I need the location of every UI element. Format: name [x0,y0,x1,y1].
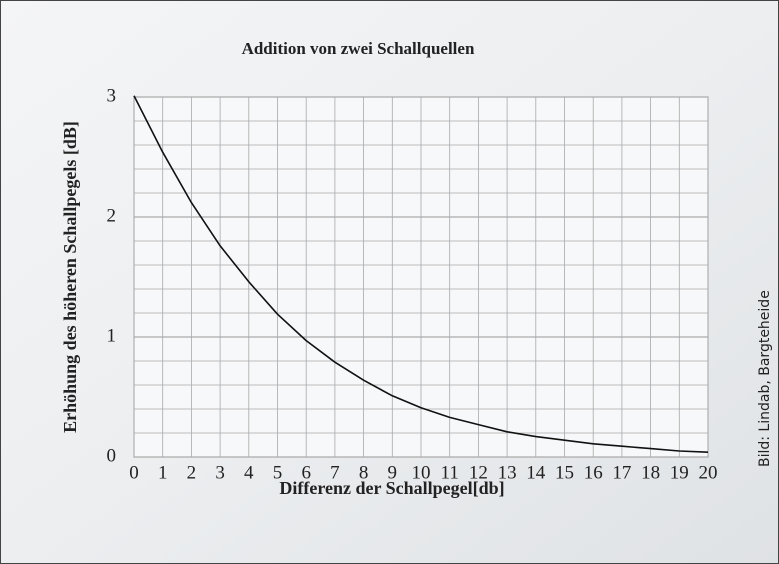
x-tick-label: 19 [670,462,689,483]
x-tick-label: 18 [641,462,660,483]
credit: Bild: Lindab, Bargteheide [757,290,773,467]
x-tick-label: 4 [244,462,254,483]
x-tick-label: 12 [469,462,488,483]
x-tick-label: 15 [555,462,574,483]
y-tick-label: 1 [107,325,117,346]
x-tick-label: 14 [526,462,546,483]
x-tick-label: 6 [301,462,311,483]
x-tick-label: 2 [187,462,197,483]
x-tick-label: 5 [273,462,283,483]
y-tick-label: 3 [107,85,117,106]
x-tick-label: 10 [412,462,431,483]
x-tick-label: 7 [330,462,340,483]
chart-title: Addition von zwei Schallquellen [242,39,475,58]
x-tick-label: 9 [388,462,398,483]
x-tick-label: 17 [612,462,631,483]
x-tick-label: 11 [441,462,459,483]
x-axis-label: Differenz der Schallpegel[db] [279,478,504,498]
x-tick-label: 0 [129,462,139,483]
x-tick-label: 8 [359,462,369,483]
x-tick-label: 16 [584,462,603,483]
line [133,95,709,453]
x-tick-label: 13 [498,462,517,483]
y-tick-label: 2 [107,205,117,226]
x-tick-label: 20 [699,462,718,483]
y-axis-label: Erhöhung des höheren Schallpegels [dB] [60,121,80,433]
x-tick-label: 3 [215,462,225,483]
x-tick-label: 1 [158,462,168,483]
y-tick-label: 0 [107,445,117,466]
